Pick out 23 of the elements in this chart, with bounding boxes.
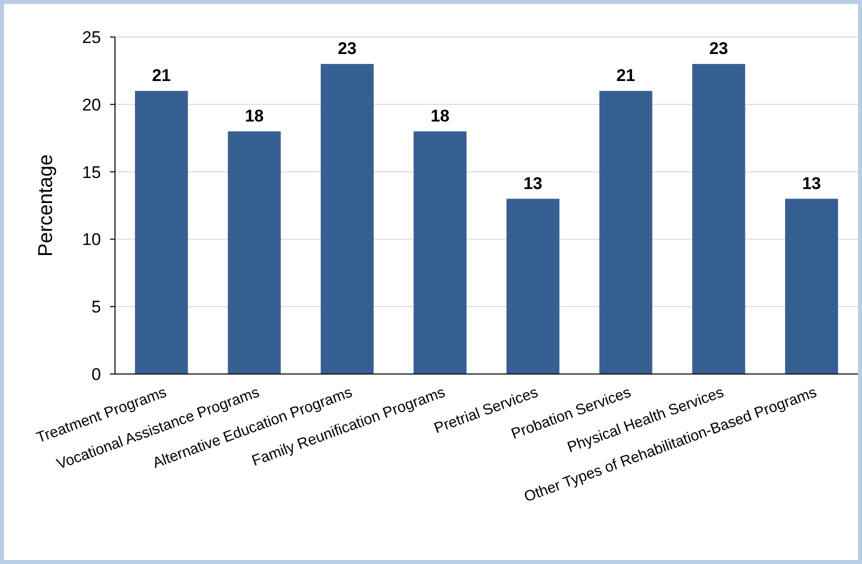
data-label: 21 [152, 66, 171, 85]
y-tick-label: 10 [82, 230, 101, 250]
y-tick-label: 5 [92, 298, 101, 317]
data-label: 23 [709, 38, 728, 58]
y-axis-title: Percentage [35, 154, 57, 257]
y-tick-label: 0 [92, 364, 101, 384]
bar [414, 131, 467, 374]
data-label: 13 [802, 174, 822, 193]
bar [506, 198, 560, 374]
bar [692, 64, 746, 374]
bar [599, 90, 652, 374]
y-tick-label: 25 [82, 28, 101, 47]
data-label: 21 [616, 66, 636, 85]
y-tick-label: 15 [82, 162, 101, 182]
data-label: 18 [244, 106, 264, 126]
bar [228, 131, 281, 374]
data-label: 13 [523, 174, 542, 193]
bar [134, 90, 188, 374]
data-label: 23 [338, 38, 357, 58]
bar [785, 198, 838, 374]
y-tick-label: 20 [82, 95, 101, 114]
bar [320, 64, 374, 374]
data-label: 18 [430, 106, 450, 126]
